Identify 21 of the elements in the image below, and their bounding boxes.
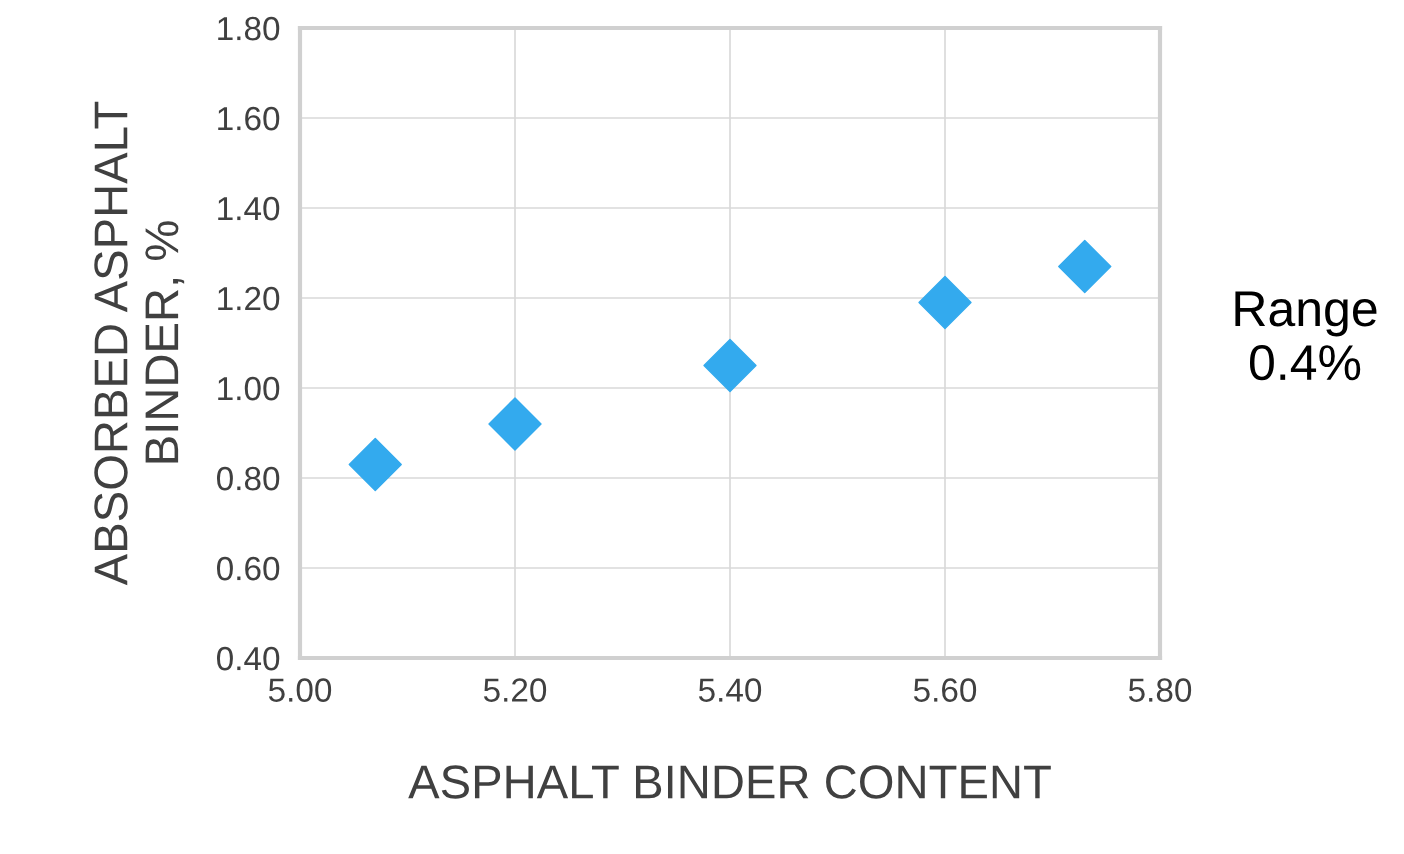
point bbox=[918, 275, 972, 330]
y-tick-label: 1.60 bbox=[218, 106, 280, 131]
text: Range 0.4% bbox=[1235, 291, 1377, 381]
point bbox=[488, 397, 542, 451]
y-tick-label: 1.20 bbox=[218, 286, 280, 311]
y-axis-title: ABSORBED ASPHALT BINDER, % bbox=[94, 101, 185, 586]
point bbox=[1058, 239, 1112, 294]
x-tick-label: 5.00 bbox=[268, 678, 332, 702]
x-tick-label: 5.20 bbox=[483, 678, 547, 702]
x-tick-label: 5.60 bbox=[913, 678, 977, 702]
point bbox=[348, 437, 402, 492]
point bbox=[703, 338, 757, 393]
x-axis-title: ASPHALT BINDER CONTENT bbox=[408, 765, 1051, 799]
y-tick-label: 1.80 bbox=[218, 16, 280, 41]
x-tick-label: 5.80 bbox=[1128, 678, 1192, 702]
y-tick-label: 0.60 bbox=[216, 556, 280, 581]
y-tick-label: 0.80 bbox=[216, 466, 280, 491]
x-tick-label: 5.40 bbox=[698, 678, 762, 702]
y-tick-label: 1.40 bbox=[218, 196, 280, 221]
y-tick-label: 0.40 bbox=[216, 646, 280, 671]
y-tick-label: 1.00 bbox=[218, 376, 280, 401]
